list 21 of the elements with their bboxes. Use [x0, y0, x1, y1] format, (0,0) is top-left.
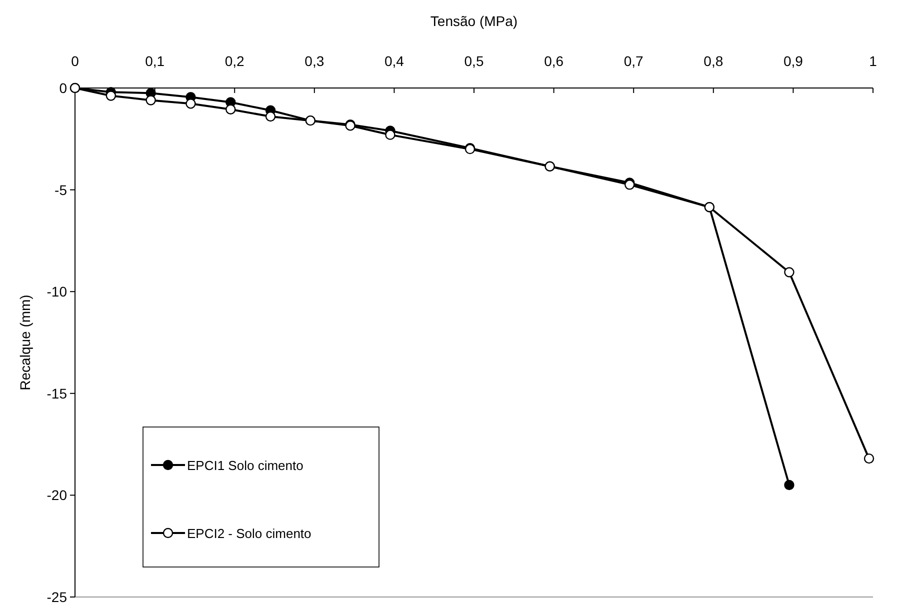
- x-tick-label: 0,5: [464, 53, 484, 69]
- x-tick-label: 0,6: [544, 53, 564, 69]
- x-tick-label: 0,4: [384, 53, 404, 69]
- x-tick-label: 0,3: [304, 53, 324, 69]
- x-tick-label: 0,8: [704, 53, 724, 69]
- x-tick-label: 0,1: [145, 53, 165, 69]
- x-tick-label: 0: [71, 53, 80, 69]
- x-axis-title: Tensão (MPa): [430, 13, 518, 29]
- x-tick-label: 0,9: [783, 53, 804, 69]
- legend-label: EPCI2 - Solo cimento: [187, 526, 312, 541]
- y-tick-label: -25: [46, 589, 68, 605]
- y-tick-label: -5: [54, 182, 68, 198]
- y-tick-label: -20: [46, 487, 68, 504]
- y-tick-label: 0: [59, 80, 68, 96]
- y-tick-label: -15: [46, 385, 68, 402]
- x-tick-label: 1: [869, 53, 878, 69]
- x-tick-label: 0,7: [624, 53, 644, 69]
- y-axis-title: Recalque (mm): [17, 294, 33, 390]
- y-tick-label: -10: [46, 284, 68, 300]
- x-tick-label: 0,2: [224, 53, 245, 69]
- legend-label: EPCI1 Solo cimento: [187, 458, 304, 473]
